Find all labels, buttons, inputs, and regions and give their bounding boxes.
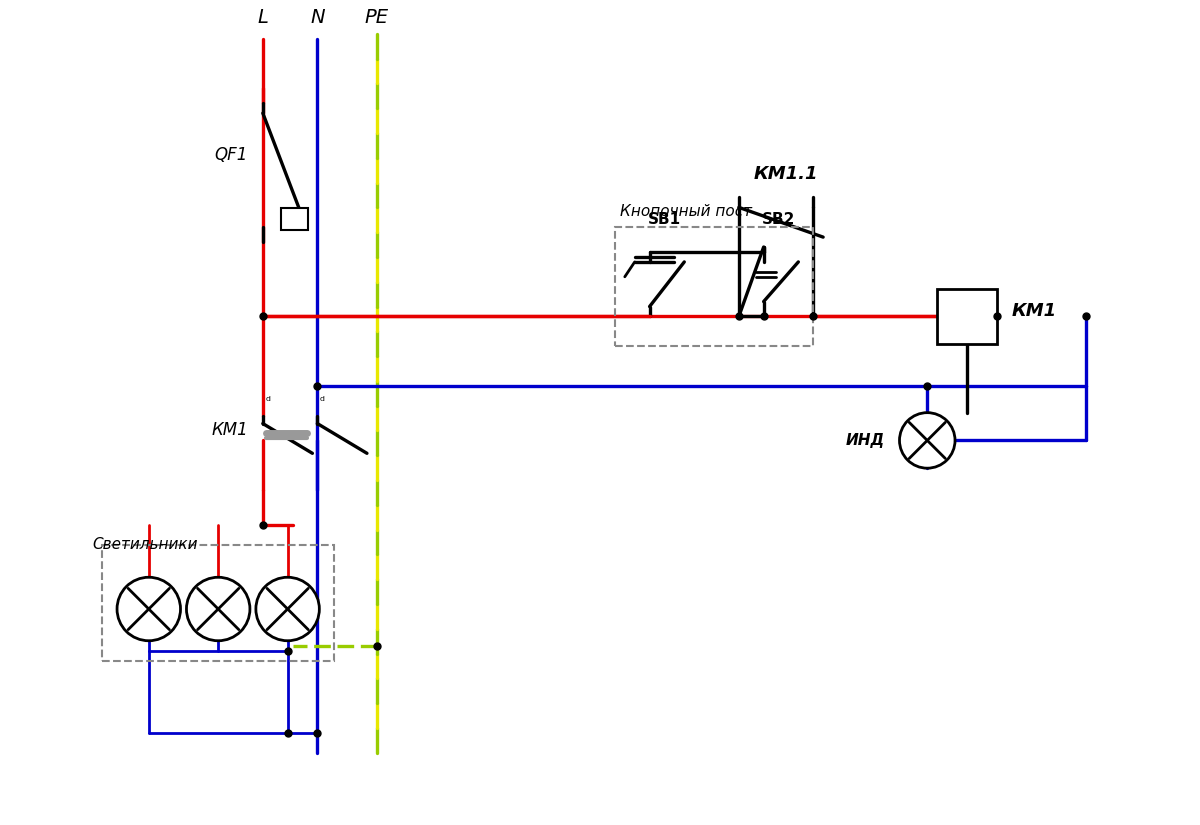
Text: ᵈ: ᵈ [320, 394, 325, 408]
Text: QF1: QF1 [215, 146, 248, 164]
Bar [102, 544, 335, 661]
Text: ᵈ: ᵈ [265, 394, 270, 408]
Circle shape [900, 412, 955, 468]
Text: КМ1.1: КМ1.1 [754, 164, 818, 182]
Text: N: N [310, 8, 325, 27]
Circle shape [118, 578, 180, 641]
Text: КМ1: КМ1 [211, 422, 248, 440]
Text: КМ1: КМ1 [1012, 303, 1057, 320]
Text: SB1: SB1 [648, 212, 682, 227]
Bar [281, 209, 308, 230]
Text: Кнопочный пост: Кнопочный пост [620, 205, 752, 219]
Text: Светильники: Светильники [92, 537, 198, 552]
Bar [937, 290, 997, 344]
Text: ИНД: ИНД [846, 433, 884, 448]
Text: SB2: SB2 [762, 212, 796, 227]
Circle shape [256, 578, 319, 641]
Text: L: L [257, 8, 269, 27]
Circle shape [186, 578, 250, 641]
Bar [614, 227, 814, 346]
Text: PE: PE [365, 8, 389, 27]
